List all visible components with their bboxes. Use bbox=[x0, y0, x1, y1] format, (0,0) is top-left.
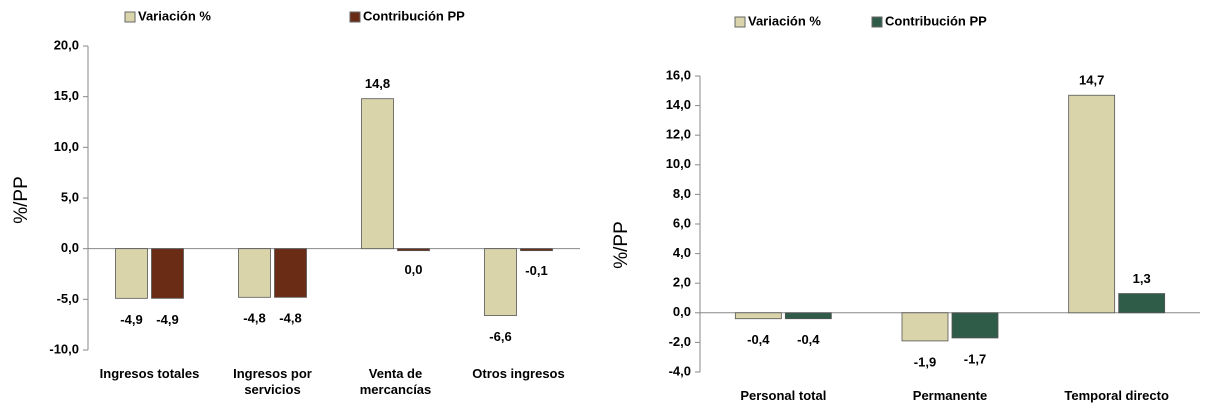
legend-swatch bbox=[734, 16, 746, 28]
legend-label: Variación % bbox=[748, 13, 821, 28]
y-tick-label: 0,0 bbox=[61, 240, 79, 255]
bar bbox=[397, 248, 430, 252]
y-axis-label: %/PP bbox=[11, 176, 32, 224]
legend-swatch bbox=[871, 16, 883, 28]
legend-swatch bbox=[349, 11, 361, 23]
value-label: 14,7 bbox=[1079, 73, 1104, 88]
bar bbox=[901, 312, 949, 342]
value-label: -0,4 bbox=[747, 332, 770, 347]
value-label: -4,9 bbox=[120, 312, 142, 327]
legend-label: Variación % bbox=[138, 8, 211, 23]
bar bbox=[238, 248, 271, 298]
bar bbox=[1068, 94, 1116, 314]
y-tick-label: 5,0 bbox=[61, 189, 79, 204]
value-label: -4,9 bbox=[156, 312, 178, 327]
value-label: 0,0 bbox=[404, 262, 422, 277]
y-tick-label: 6,0 bbox=[673, 215, 691, 230]
y-tick-label: 16,0 bbox=[666, 67, 691, 82]
bar bbox=[784, 312, 832, 320]
y-tick-label: -5,0 bbox=[57, 291, 79, 306]
x-tick-label: Otros ingresos bbox=[472, 366, 565, 381]
bar bbox=[151, 248, 184, 299]
x-tick-label: Ingresos totales bbox=[99, 366, 200, 381]
y-tick-label: 14,0 bbox=[666, 97, 691, 112]
legend-label: Contribución PP bbox=[363, 8, 465, 23]
y-tick-label: 2,0 bbox=[673, 275, 691, 290]
value-label: -4,8 bbox=[243, 311, 265, 326]
value-label: -6,6 bbox=[489, 329, 511, 344]
y-tick-label: 8,0 bbox=[673, 186, 691, 201]
y-tick-label: -4,0 bbox=[669, 363, 691, 378]
bar bbox=[520, 248, 553, 252]
bar bbox=[1118, 293, 1166, 314]
value-label: -0,1 bbox=[525, 263, 547, 278]
value-label: -4,8 bbox=[279, 311, 301, 326]
y-tick-label: -2,0 bbox=[669, 334, 691, 349]
x-tick-label: Venta de mercancías bbox=[359, 366, 432, 397]
bar bbox=[951, 312, 999, 339]
legend-swatch bbox=[124, 11, 136, 23]
y-tick-label: -10,0 bbox=[49, 341, 79, 356]
x-tick-label: Ingresos por servicios bbox=[233, 366, 312, 397]
y-tick-label: 10,0 bbox=[54, 139, 79, 154]
bar bbox=[115, 248, 148, 299]
legend-label: Contribución PP bbox=[885, 13, 987, 28]
y-tick-label: 15,0 bbox=[54, 88, 79, 103]
x-tick-label: Permanente bbox=[912, 388, 988, 403]
y-tick-label: 12,0 bbox=[666, 127, 691, 142]
bar bbox=[734, 312, 782, 320]
value-label: -1,9 bbox=[914, 354, 936, 369]
bar bbox=[361, 98, 394, 250]
y-tick-label: 4,0 bbox=[673, 245, 691, 260]
x-tick-label: Temporal directo bbox=[1064, 388, 1169, 403]
value-label: 14,8 bbox=[365, 76, 390, 91]
x-tick-label: Personal total bbox=[740, 388, 827, 403]
bar bbox=[484, 248, 517, 316]
value-label: -1,7 bbox=[964, 351, 986, 366]
y-tick-label: 0,0 bbox=[673, 304, 691, 319]
y-tick-label: 20,0 bbox=[54, 37, 79, 52]
bar bbox=[274, 248, 307, 298]
y-tick-label: 10,0 bbox=[666, 156, 691, 171]
y-axis-label: %/PP bbox=[611, 221, 632, 269]
value-label: 1,3 bbox=[1133, 271, 1151, 286]
value-label: -0,4 bbox=[797, 332, 820, 347]
